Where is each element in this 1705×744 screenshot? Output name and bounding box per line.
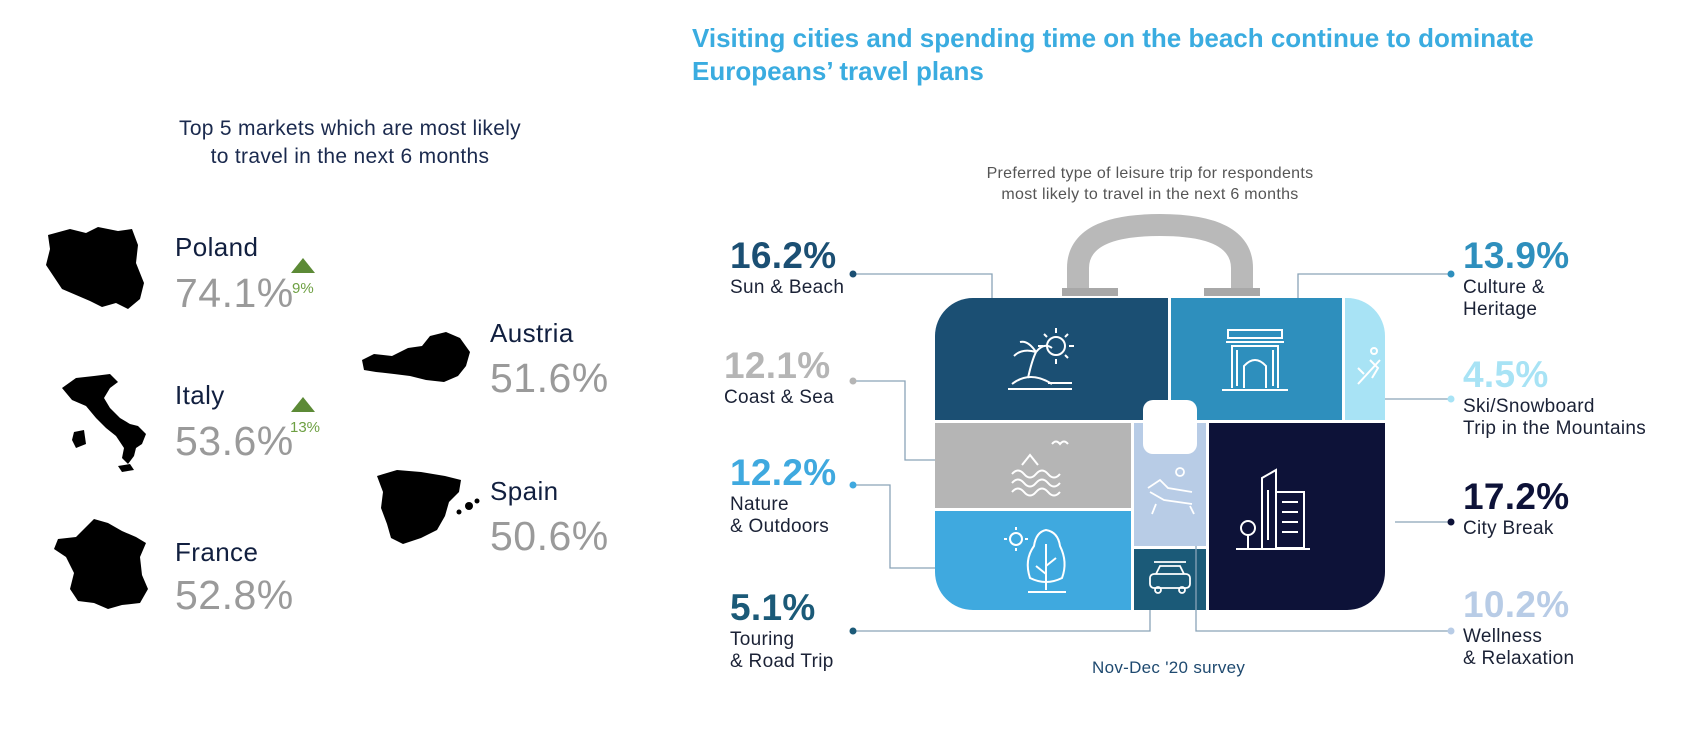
market-change-italy: 13% <box>290 419 321 436</box>
value-label-coast-sea: 12.1% <box>724 345 831 386</box>
suitcase-handle <box>1067 213 1253 290</box>
tile-culture-heritage <box>1171 298 1342 420</box>
market-name-poland: Poland <box>175 232 259 262</box>
label-ski-snowboard-2: Trip in the Mountains <box>1463 418 1647 439</box>
value-label-sun-beach: 16.2% <box>730 235 837 276</box>
spain-map-icon <box>377 470 480 544</box>
car-icon <box>1149 561 1191 594</box>
label-wellness-relaxation-2: & Relaxation <box>1463 648 1575 669</box>
france-map-icon <box>54 519 148 609</box>
market-name-spain: Spain <box>490 476 559 506</box>
value-label-ski-snowboard: 4.5% <box>1463 354 1549 395</box>
value-label-nature-outdoors: 12.2% <box>730 452 837 493</box>
market-name-austria: Austria <box>490 318 574 348</box>
label-sun-beach: Sun & Beach <box>730 277 845 298</box>
market-name-italy: Italy <box>175 380 225 410</box>
market-value-italy: 53.6% <box>175 418 294 464</box>
beach-icon <box>1008 328 1074 390</box>
tile-nature-outdoors <box>935 511 1131 610</box>
value-label-touring-road-trip: 5.1% <box>730 587 816 628</box>
market-name-france: France <box>175 537 259 567</box>
label-wellness-relaxation-1: Wellness <box>1463 626 1543 647</box>
label-culture-heritage-2: Heritage <box>1463 299 1538 320</box>
leader-lines <box>853 273 1451 632</box>
headline: Visiting cities and spending time on the… <box>692 23 1534 86</box>
markets-title-line1: Top 5 markets which are most likely <box>179 117 521 140</box>
market-change-poland: 9% <box>292 280 314 297</box>
label-coast-sea: Coast & Sea <box>724 387 834 408</box>
chart-title-line1: Preferred type of leisure trip for respo… <box>986 165 1314 182</box>
tile-city-break <box>1209 423 1385 610</box>
label-city-break: City Break <box>1463 518 1554 539</box>
handle-mount-right <box>1204 288 1260 296</box>
leader-dots <box>849 270 1455 635</box>
chart-title: Preferred type of leisure trip for respo… <box>920 163 1380 205</box>
italy-map-icon <box>62 374 146 472</box>
label-culture-heritage-1: Culture & <box>1463 277 1545 298</box>
tile-touring-road-trip <box>1134 549 1206 610</box>
waves-icon <box>1011 440 1069 497</box>
value-label-wellness-relaxation: 10.2% <box>1463 584 1570 625</box>
label-nature-outdoors-2: & Outdoors <box>730 516 830 537</box>
value-label-culture-heritage: 13.9% <box>1463 235 1570 276</box>
up-arrow-icon <box>291 258 315 273</box>
arch-icon <box>1222 329 1288 391</box>
tree-icon <box>1004 527 1066 593</box>
market-value-poland: 74.1% <box>175 270 294 316</box>
skier-icon <box>1357 347 1381 385</box>
chart-title-line2: most likely to travel in the next 6 mont… <box>1001 186 1299 203</box>
market-value-france: 52.8% <box>175 572 294 618</box>
handle-mount-left <box>1062 288 1118 296</box>
label-nature-outdoors-1: Nature <box>730 494 789 515</box>
market-value-spain: 50.6% <box>490 513 609 559</box>
label-touring-road-trip-1: Touring <box>730 629 795 650</box>
austria-map-icon <box>362 332 470 382</box>
tile-ski-snowboard <box>1345 298 1385 420</box>
up-arrow-icon <box>291 397 315 412</box>
poland-map-icon <box>46 227 144 309</box>
lounger-icon <box>1147 467 1195 515</box>
value-label-city-break: 17.2% <box>1463 476 1570 517</box>
tile-sun-beach <box>935 298 1168 420</box>
market-value-austria: 51.6% <box>490 355 609 401</box>
survey-footnote: Nov-Dec '20 survey <box>1092 658 1246 677</box>
markets-title-line2: to travel in the next 6 months <box>210 145 490 168</box>
suitcase-lock <box>1143 400 1197 454</box>
label-touring-road-trip-2: & Road Trip <box>730 651 834 672</box>
label-ski-snowboard-1: Ski/Snowboard <box>1463 396 1595 417</box>
city-icon <box>1236 468 1310 550</box>
markets-title: Top 5 markets which are most likely to t… <box>120 115 580 171</box>
